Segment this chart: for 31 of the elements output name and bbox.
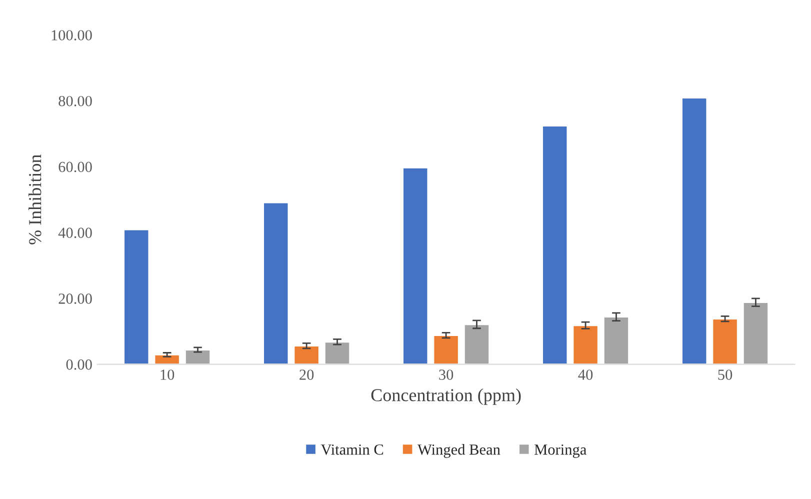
y-tick-label: 0.00 — [66, 359, 92, 370]
bar — [402, 166, 429, 364]
y-tick-label: 100.00 — [52, 30, 92, 40]
bar — [463, 324, 490, 364]
x-tick-label: 40 — [578, 370, 593, 380]
bar — [742, 302, 769, 364]
bar — [432, 334, 460, 364]
x-tick-label: 50 — [718, 370, 732, 380]
bar — [602, 316, 630, 364]
legend-label: Vitamin C — [320, 444, 384, 455]
legend-label: Moringa — [534, 444, 586, 458]
bar — [324, 341, 350, 364]
bar — [681, 97, 708, 364]
y-tick-label: 60.00 — [58, 162, 92, 172]
bar — [293, 345, 320, 364]
x-axis-title: Concentration (ppm) — [371, 388, 521, 405]
bar — [542, 125, 568, 364]
bar — [262, 202, 290, 364]
y-tick-label: 20.00 — [58, 294, 92, 304]
bar — [123, 228, 150, 364]
x-tick-label: 30 — [439, 370, 454, 380]
y-tick-label: 40.00 — [58, 228, 92, 238]
x-tick-label: 10 — [160, 370, 174, 380]
x-tick-label: 20 — [300, 370, 314, 380]
bar — [572, 324, 599, 364]
bar — [184, 349, 212, 364]
y-tick-label: 80.00 — [58, 96, 92, 106]
y-axis-title: % Inhibition — [28, 154, 42, 244]
legend-label: Winged Bean — [417, 444, 500, 458]
bar — [712, 318, 738, 364]
bar — [154, 354, 180, 364]
